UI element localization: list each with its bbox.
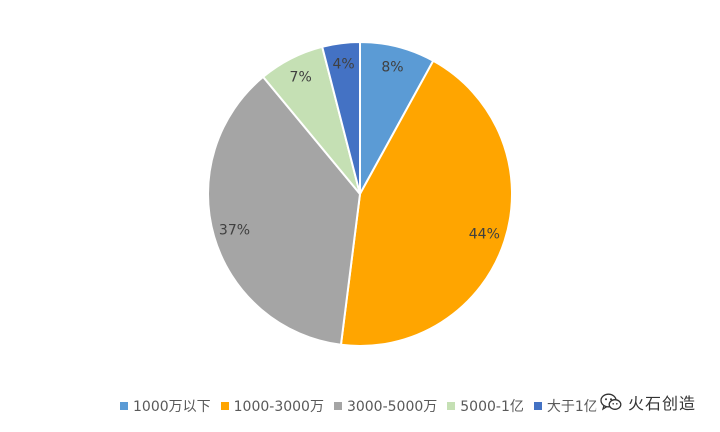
legend-label: 5000-1亿 [460, 399, 524, 415]
pie-slice [320, 40, 361, 195]
pie-slice [339, 59, 513, 347]
legend-swatch [447, 402, 456, 410]
pie-slice [207, 75, 362, 346]
slice-value-label: 44% [469, 226, 500, 242]
legend-label: 1000-3000万 [233, 399, 324, 415]
wechat-icon [600, 393, 622, 411]
watermark-text: 火石创造 [628, 394, 697, 413]
slice-value-label: 37% [219, 222, 250, 238]
legend-item: 大于1亿 [533, 396, 598, 416]
legend-swatch [220, 402, 229, 410]
legend-label: 3000-5000万 [346, 399, 438, 415]
slice-value-label: 4% [333, 56, 355, 72]
legend-swatch [120, 402, 128, 410]
legend-item: 3000-5000万 [333, 396, 438, 416]
legend-item: 1000-3000万 [220, 396, 324, 416]
legend-item: 1000万以下 [120, 396, 211, 416]
legend-swatch [333, 402, 342, 410]
legend-label: 1000万以下 [133, 399, 211, 415]
slice-value-label: 8% [381, 59, 403, 75]
legend-item: 5000-1亿 [447, 396, 524, 416]
legend: 1000万以下 1000-3000万 3000-5000万 5000-1亿 大于… [120, 396, 598, 416]
legend-swatch [533, 402, 542, 410]
slice-value-label: 7% [290, 70, 312, 86]
legend-label: 大于1亿 [546, 399, 598, 415]
watermark: 火石创造 [596, 390, 703, 414]
